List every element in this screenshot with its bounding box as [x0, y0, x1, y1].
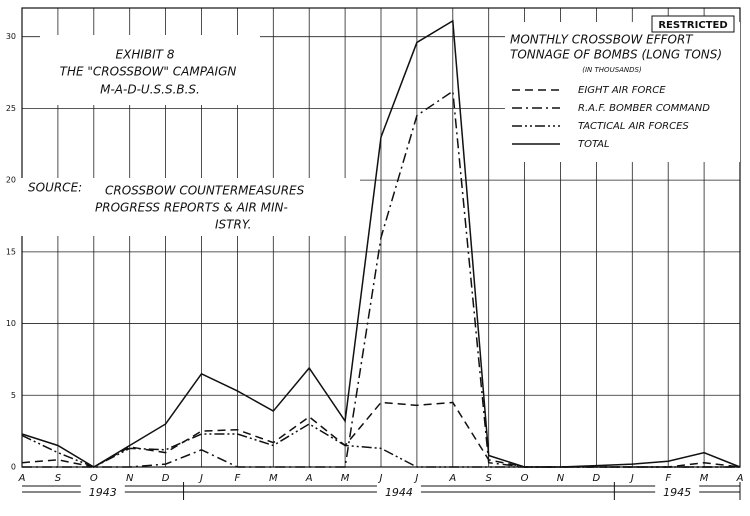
legend-label: TACTICAL AIR FORCES: [578, 121, 689, 132]
year-label: 1943: [89, 486, 117, 499]
x-tick-label: A: [305, 473, 313, 484]
year-label-box: [80, 485, 125, 499]
x-tick-label: J: [629, 473, 634, 484]
y-tick-label: 25: [6, 104, 16, 113]
annotation-box: [40, 35, 260, 105]
x-tick-label: M: [269, 473, 278, 484]
x-tick-label: J: [378, 473, 383, 484]
x-tick-label: O: [521, 473, 529, 484]
x-tick-label: D: [162, 473, 170, 484]
legend-label: TOTAL: [578, 139, 610, 150]
annotation-box: [20, 178, 360, 236]
chart-subtitle: (IN THOUSANDS): [582, 66, 642, 74]
x-tick-label: N: [557, 473, 565, 484]
plot-frame: [21, 7, 741, 468]
x-tick-label: O: [90, 473, 98, 484]
legend-label: R.A.F. BOMBER COMMAND: [578, 103, 710, 114]
x-tick-label: F: [235, 473, 241, 484]
source-label: SOURCE:: [28, 181, 82, 195]
exhibit: EXHIBIT 8: [116, 48, 175, 62]
x-tick-label: J: [413, 473, 418, 484]
x-tick-label: M: [700, 473, 709, 484]
x-tick-label: A: [448, 473, 456, 484]
year-label-box: [376, 485, 421, 499]
year-label: 1944: [385, 486, 413, 499]
source-org: M-A-D-U.S.S.B.S.: [100, 83, 200, 97]
annotation-box: [505, 22, 740, 162]
x-tick-label: F: [665, 473, 671, 484]
source-line: CROSSBOW COUNTERMEASURES: [105, 184, 305, 198]
series-line: [21, 19, 741, 468]
chart-title: TONNAGE OF BOMBS (LONG TONS): [510, 48, 722, 62]
x-tick-label: A: [18, 473, 26, 484]
source-line: PROGRESS REPORTS & AIR MIN-: [95, 201, 288, 215]
y-tick-label: 10: [6, 319, 16, 328]
series-line: [22, 89, 740, 468]
x-tick-label: N: [126, 473, 134, 484]
source-line: ISTRY.: [215, 218, 251, 232]
campaign: THE "CROSSBOW" CAMPAIGN: [60, 65, 237, 79]
stamp: RESTRICTED: [658, 20, 727, 31]
x-tick-label: J: [198, 473, 203, 484]
x-tick-label: A: [736, 473, 744, 484]
y-tick-label: 15: [6, 247, 16, 256]
stamp-box: [651, 15, 735, 33]
y-tick-label: 0: [11, 463, 16, 472]
legend-label: EIGHT AIR FORCE: [578, 85, 666, 96]
y-tick-label: 5: [11, 391, 16, 400]
x-tick-label: M: [341, 473, 350, 484]
y-tick-label: 30: [6, 32, 16, 41]
x-tick-label: S: [486, 473, 493, 484]
y-tick-label: 20: [6, 176, 16, 185]
year-label: 1945: [663, 486, 691, 499]
chart-title: MONTHLY CROSSBOW EFFORT: [510, 33, 694, 47]
x-tick-label: D: [593, 473, 601, 484]
series-line: [21, 423, 740, 468]
year-label-box: [655, 485, 700, 499]
x-tick-label: S: [55, 473, 62, 484]
